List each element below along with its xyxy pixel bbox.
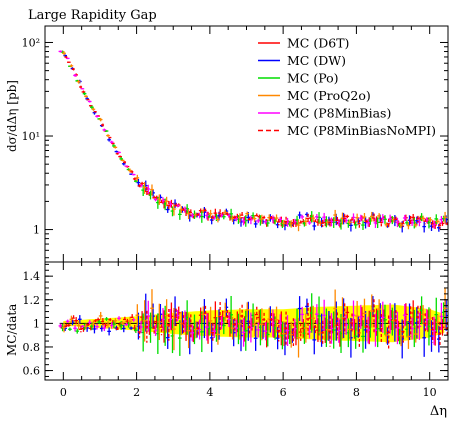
legend: MC (D6T) MC (DW) MC (Po) MC (ProQ2o) MC (P8M…: [258, 36, 436, 138]
main-axis-ticks: 1 10¹ 10²: [22, 26, 448, 262]
legend-label: MC (P8MinBiasNoMPI): [287, 123, 436, 138]
ratio-ytick-label: 1.2: [23, 294, 41, 307]
ratio-series-mc-dw-: [63, 293, 448, 359]
series-mc-dw-: [63, 54, 448, 233]
series-mc-p8minbias-: [58, 50, 444, 229]
ratio-xtick-label: 4: [206, 386, 213, 399]
series-mc-p8minbiasnompi-: [64, 56, 450, 230]
ratio-axis-ticks: 0.6 0.8 1 1.2 1.4 0 2 4 6 8 10: [23, 262, 448, 399]
ratio-ylabel: MC/data: [5, 304, 19, 356]
ratio-xtick-label: 8: [353, 386, 360, 399]
series-mc-po-: [60, 50, 446, 230]
series-mc-proq2o-: [62, 51, 447, 232]
main-ytick-label: 10²: [22, 36, 40, 49]
ratio-ytick-label: 1: [33, 317, 40, 330]
ratio-series-mc-p8minbiasnompi-: [64, 299, 450, 350]
main-ylabel: dσ/dΔη [pb]: [5, 80, 19, 152]
ratio-ytick-label: 1.4: [23, 270, 41, 283]
ratio-series-mc-po-: [60, 293, 446, 356]
ratio-xtick-label: 10: [423, 386, 437, 399]
main-ytick-label: 1: [33, 224, 40, 237]
ratio-ytick-label: 0.6: [23, 365, 41, 378]
legend-label: MC (D6T): [287, 36, 349, 51]
series-mc-d6t-: [59, 50, 445, 229]
ratio-series-mc-proq2o-: [62, 288, 447, 358]
ratio-series-mc-p8minbias-: [58, 299, 444, 347]
legend-label: MC (DW): [287, 53, 346, 68]
legend-label: MC (Po): [287, 71, 339, 86]
ratio-xtick-label: 2: [133, 386, 140, 399]
ratio-xtick-label: 6: [280, 386, 287, 399]
chart-title: Large Rapidity Gap: [28, 8, 157, 23]
main-series-layer: [58, 50, 450, 233]
legend-label: MC (P8MinBias): [287, 106, 391, 121]
ratio-ytick-label: 0.8: [23, 341, 41, 354]
ratio-series-layer: [58, 288, 450, 359]
main-panel: 1 10¹ 10² dσ/dΔη [pb]: [5, 25, 450, 263]
legend-label: MC (ProQ2o): [287, 88, 371, 103]
main-ytick-label: 10¹: [22, 130, 40, 143]
ratio-xtick-label: 0: [60, 386, 67, 399]
ratio-xlabel: Δη: [430, 404, 447, 419]
ratio-panel: 0.6 0.8 1 1.2 1.4 0 2 4 6 8 10 MC/data Δη: [5, 261, 450, 419]
